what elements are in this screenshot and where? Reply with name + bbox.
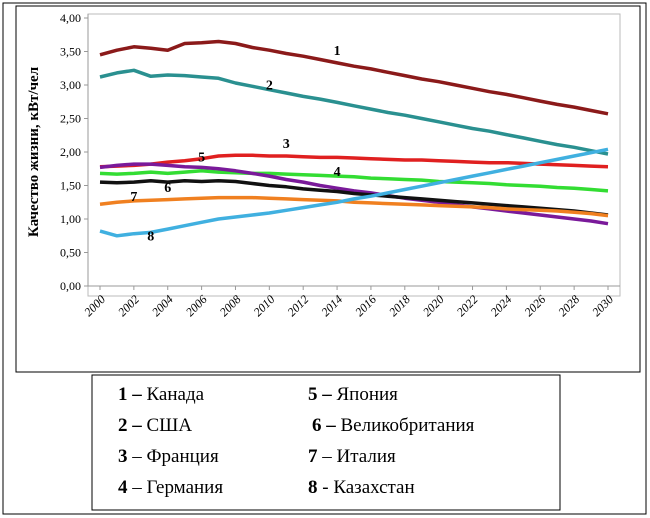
series-line [99, 68, 609, 156]
legend-name: Великобритания [341, 415, 475, 436]
y-tick-label: 0,00 [60, 279, 81, 293]
series-number: 1 [334, 44, 341, 59]
y-tick-label: 2,00 [60, 145, 81, 159]
y-tick-label: 2,50 [60, 112, 81, 126]
series-line [99, 39, 609, 116]
legend-sep: – [131, 384, 142, 405]
y-tick-label: 3,50 [60, 45, 81, 59]
legend-entry: 7 – Италия [308, 446, 396, 467]
legend-name: Германия [147, 477, 224, 498]
chart-frame [15, 5, 641, 373]
legend-name: Франция [147, 446, 219, 467]
legend-number: 5 [308, 384, 318, 405]
legend-entry: 3 – Франция [118, 446, 219, 467]
legend-sep: – [131, 477, 142, 498]
y-tick-label: 3,00 [60, 78, 81, 92]
legend-name: Казахстан [333, 477, 414, 498]
legend-name: Италия [337, 446, 397, 467]
legend-name: Канада [147, 384, 205, 405]
legend-name: Япония [337, 384, 399, 405]
legend-sep: - [322, 477, 328, 498]
series-line [99, 162, 609, 226]
series-number: 5 [198, 150, 205, 165]
series-number: 6 [164, 181, 171, 196]
series-number: 4 [334, 165, 341, 180]
y-tick-label: 0,50 [60, 246, 81, 260]
series-number: 2 [266, 79, 273, 94]
legend-sep: – [131, 415, 142, 436]
y-axis-title: Качество жизни, кВт/чел [26, 66, 42, 237]
plot-frame [87, 13, 621, 297]
legend-number: 2 [118, 415, 128, 436]
legend-entry: 6 – Великобритания [312, 415, 475, 436]
series-number: 7 [130, 190, 137, 205]
legend-name: США [147, 415, 193, 436]
legend-sep: – [321, 446, 332, 467]
legend-entry: 2 – США [118, 415, 192, 436]
legend-frame [91, 374, 561, 511]
series-number: 8 [147, 229, 154, 244]
legend-entry: 8 - Казахстан [308, 477, 415, 498]
y-tick-label: 1,00 [60, 212, 81, 226]
legend-number: 6 [312, 415, 322, 436]
legend-number: 4 [118, 477, 128, 498]
legend-sep: – [325, 415, 336, 436]
series-line [99, 153, 609, 169]
legend-entry: 1 – Канада [118, 384, 205, 405]
series-line [99, 169, 609, 193]
legend-number: 7 [308, 446, 318, 467]
legend-sep: – [131, 446, 142, 467]
legend-number: 1 [118, 384, 128, 405]
legend-entry: 5 – Япония [308, 384, 398, 405]
series-line [99, 147, 609, 238]
series-line [99, 195, 609, 218]
legend-number: 8 [308, 477, 318, 498]
series-line [99, 179, 609, 217]
legend-number: 3 [118, 446, 128, 467]
series-number: 3 [283, 137, 290, 152]
legend-sep: – [321, 384, 332, 405]
y-tick-label: 4,00 [60, 11, 81, 25]
y-tick-label: 1,50 [60, 179, 81, 193]
legend-entry: 4 – Германия [118, 477, 223, 498]
